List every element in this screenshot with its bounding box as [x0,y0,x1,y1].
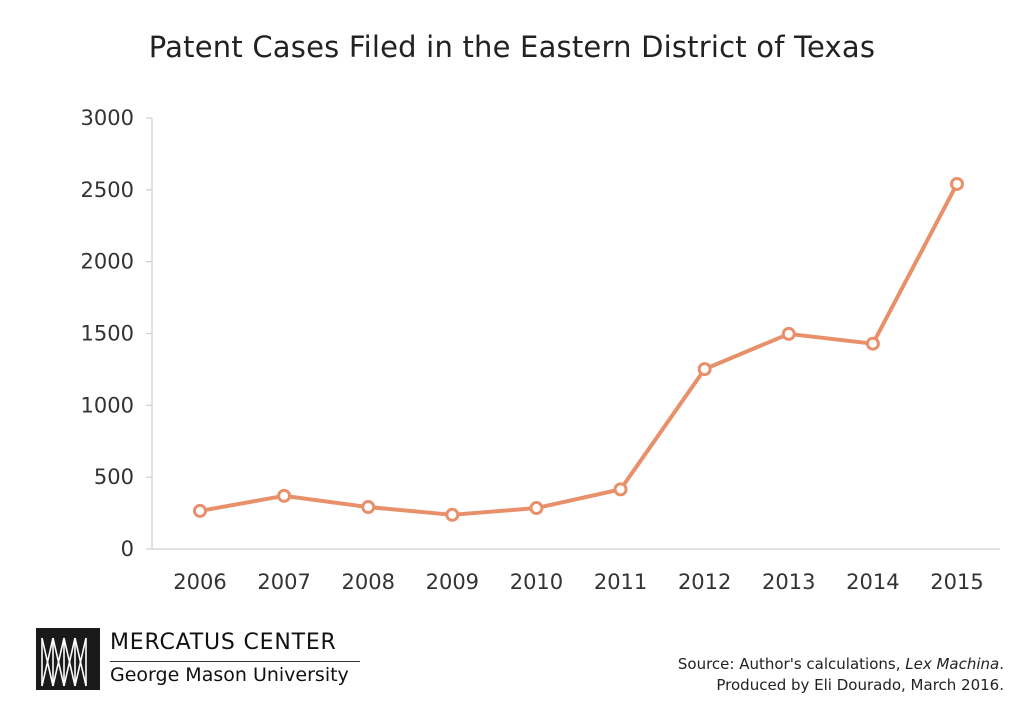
logo-divider [110,661,360,662]
org-name: MERCATUS CENTER [110,630,337,655]
y-tick-label: 500 [94,465,134,489]
data-point [697,362,712,377]
source-note: Source: Author's calculations, Lex Machi… [678,654,1004,696]
y-tick-label: 2000 [81,250,134,274]
data-point [277,488,292,503]
x-tick-label: 2013 [762,570,815,594]
data-point [529,501,544,516]
x-tick-label: 2014 [846,570,899,594]
x-axis-ticks: 2006 2007 2008 2009 2010 2011 2012 2013 2014 2015 [173,570,983,594]
source-line: Source: Author's calculations, Lex Machi… [678,654,1004,675]
series-line [198,181,959,517]
data-point [445,507,460,522]
credit-line: Produced by Eli Dourado, March 2016. [716,676,1004,694]
x-tick-label: 2011 [594,570,647,594]
data-point [865,336,880,351]
mercatus-logo: MERCATUS CENTER George Mason University [36,628,366,690]
y-tick-label: 2500 [81,178,134,202]
x-tick-label: 2012 [678,570,731,594]
x-tick-label: 2006 [173,570,226,594]
y-tick-label: 3000 [81,106,134,130]
x-tick-label: 2008 [341,570,394,594]
mercatus-mark-icon [36,628,100,690]
series-layer [193,176,964,522]
y-axis-ticks: 0 500 1000 1500 2000 2500 3000 [81,106,152,561]
source-prefix: Source: Author's calculations, [677,655,906,673]
data-point [781,326,796,341]
data-point [193,503,207,518]
data-point [613,482,628,497]
chart-axes [151,118,1000,550]
x-tick-label: 2010 [510,570,563,594]
chart-title: Patent Cases Filed in the Eastern Distri… [148,30,876,64]
x-tick-label: 2009 [426,570,479,594]
data-point [950,176,964,191]
x-tick-label: 2015 [930,570,983,594]
y-tick-label: 0 [121,537,134,561]
source-suffix: . [999,655,1004,673]
org-subtitle: George Mason University [110,664,349,686]
source-italic: Lex Machina [905,655,1000,673]
x-tick-label: 2007 [257,570,310,594]
y-tick-label: 1000 [81,393,134,417]
y-tick-label: 1500 [81,322,134,346]
data-point [361,500,376,515]
